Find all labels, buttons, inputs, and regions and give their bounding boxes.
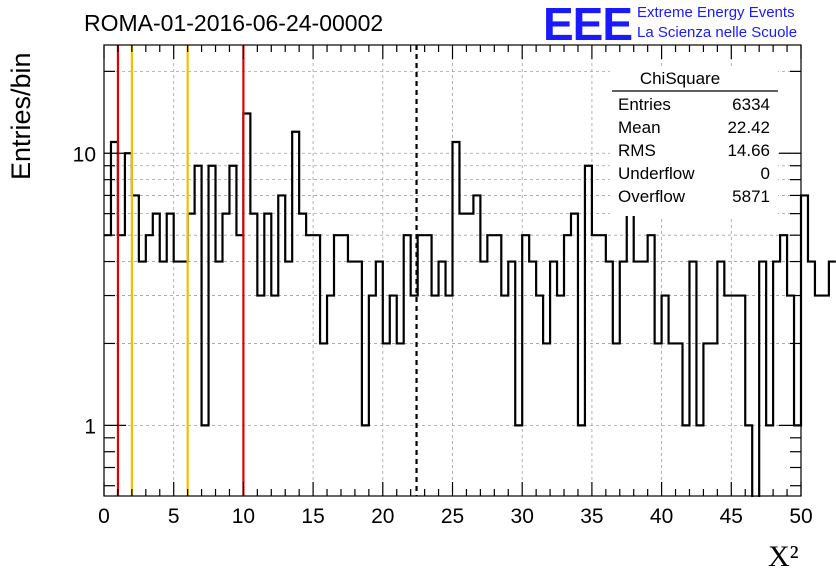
histogram-bin	[320, 343, 327, 496]
x-tick-label: 50	[789, 505, 812, 528]
x-tick-label: 25	[441, 505, 464, 528]
histogram-bin	[731, 296, 738, 496]
stat-label: Overflow	[618, 187, 686, 206]
x-tick-label: 40	[650, 505, 673, 528]
marker-lines	[116, 45, 418, 496]
stat-value: 5871	[732, 187, 770, 206]
histogram-bin	[683, 425, 690, 496]
histogram-bin	[216, 262, 223, 496]
histogram-line	[104, 112, 836, 500]
histogram-bin	[613, 343, 620, 496]
histogram-series	[102, 112, 836, 505]
axis-mask	[102, 497, 803, 505]
x-tick-label: 30	[511, 505, 534, 528]
histogram-bin	[487, 235, 494, 496]
stat-value: 6334	[732, 95, 770, 114]
histogram-bin	[634, 262, 641, 496]
x-tick-label: 5	[168, 505, 180, 528]
axis-ticks	[103, 45, 802, 496]
histogram-bin	[139, 262, 146, 496]
logo-subtitle-line2: La Scienza nelle Scuole	[637, 24, 798, 41]
histogram-bin	[766, 425, 773, 496]
histogram-bin	[383, 343, 390, 496]
stat-value: 22.42	[727, 118, 770, 137]
x-tick-label: 35	[580, 505, 603, 528]
stat-value: 14.66	[727, 141, 770, 160]
histogram-bin	[710, 343, 717, 496]
y-tick-labels: 1 10	[73, 143, 96, 438]
histogram-bin	[285, 262, 292, 496]
x-tick-labels: 0 5 10 15 20 25 30 35 40 45 50	[98, 505, 813, 528]
stat-value: 0	[761, 164, 770, 183]
histogram-bin	[466, 214, 473, 496]
histogram-bin	[696, 425, 703, 496]
x-tick-label: 0	[98, 505, 110, 528]
histogram-bin	[724, 296, 731, 496]
histogram-bin	[174, 262, 181, 496]
histogram-bin	[271, 296, 278, 496]
y-axis-label: Entries/bin	[6, 52, 36, 180]
y-tick-label: 10	[73, 143, 96, 166]
histogram-bin	[146, 235, 153, 496]
histogram-bin	[459, 214, 466, 496]
histogram-bin	[160, 262, 167, 496]
stats-box-title: ChiSquare	[640, 69, 720, 88]
histogram-bin	[104, 235, 111, 496]
histogram-bin	[202, 425, 209, 496]
histogram-bin	[641, 262, 648, 496]
histogram-bin	[655, 343, 662, 496]
x-tick-label: 10	[232, 505, 255, 528]
stats-box: ChiSquare Entries 6334 Mean 22.42 RMS 14.66 Un…	[610, 66, 778, 216]
histogram-bin	[829, 262, 836, 496]
plot-title: ROMA-01-2016-06-24-00002	[84, 10, 384, 36]
histogram-bin	[480, 262, 487, 496]
histogram-bin	[529, 262, 536, 496]
histogram-bin	[341, 235, 348, 496]
histogram-bin	[515, 425, 522, 496]
stat-label: RMS	[618, 141, 656, 160]
histogram-bin	[446, 296, 453, 496]
histogram-bin	[669, 343, 676, 496]
histogram-bin	[397, 343, 404, 496]
x-tick-label: 45	[720, 505, 743, 528]
stat-label: Entries	[618, 95, 671, 114]
histogram-bin	[557, 296, 564, 496]
histogram-bin	[306, 235, 313, 496]
x-axis-label: X²	[768, 540, 799, 572]
histogram-bin	[599, 235, 606, 496]
histogram-bin	[348, 262, 355, 496]
histogram-bin	[543, 343, 550, 496]
histogram-bin	[592, 235, 599, 496]
stat-label: Underflow	[618, 164, 695, 183]
histogram-bin	[362, 425, 369, 496]
histogram-bin	[299, 214, 306, 496]
stat-label: Mean	[618, 118, 661, 137]
logo-subtitle-line1: Extreme Energy Events	[637, 4, 795, 21]
x-tick-label: 20	[371, 505, 394, 528]
eee-logo: EEE	[543, 0, 633, 50]
histogram-bin	[439, 262, 446, 496]
histogram-bin	[578, 425, 585, 496]
histogram-bin	[822, 296, 829, 496]
histogram-bin	[257, 296, 264, 496]
histogram-bin	[808, 262, 815, 496]
histogram-bin	[501, 296, 508, 496]
histogram-bin	[432, 296, 439, 496]
y-tick-label: 1	[84, 415, 96, 438]
histogram-bin	[815, 296, 822, 496]
x-tick-label: 15	[301, 505, 324, 528]
